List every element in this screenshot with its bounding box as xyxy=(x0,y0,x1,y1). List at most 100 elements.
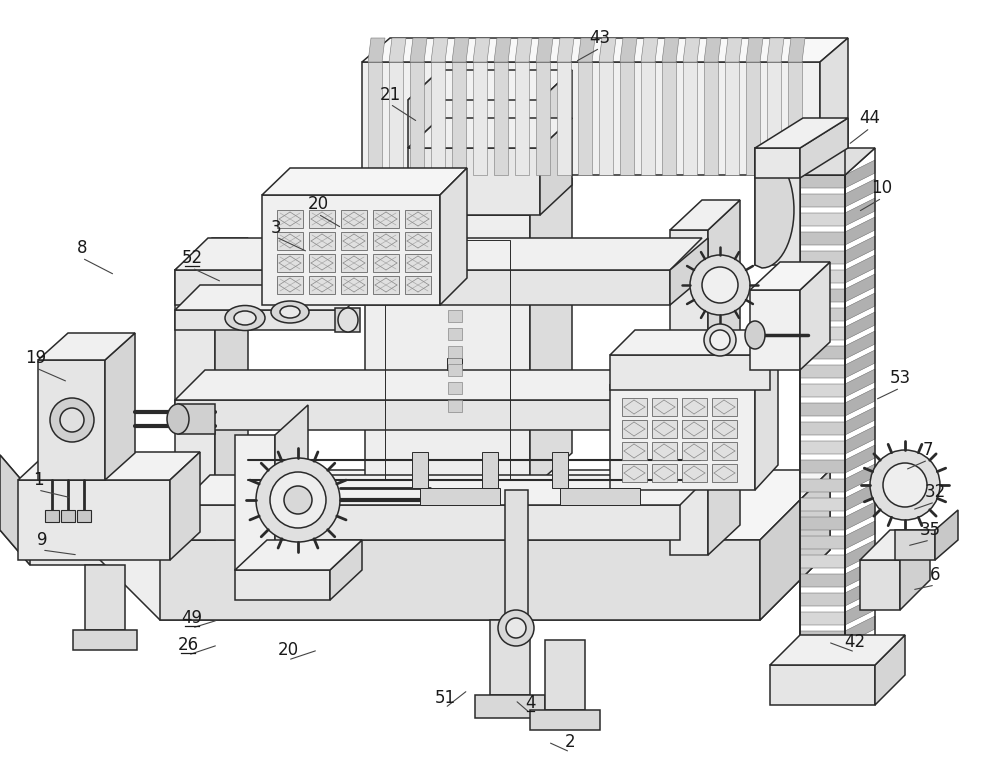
Polygon shape xyxy=(845,616,875,644)
Text: 32: 32 xyxy=(924,483,946,501)
Ellipse shape xyxy=(167,404,189,434)
Polygon shape xyxy=(875,635,905,705)
Polygon shape xyxy=(800,270,845,283)
Polygon shape xyxy=(473,38,490,62)
Polygon shape xyxy=(45,510,59,522)
Polygon shape xyxy=(800,555,845,568)
Polygon shape xyxy=(610,385,755,490)
Text: 9: 9 xyxy=(37,531,47,549)
Polygon shape xyxy=(788,38,805,62)
Text: 26: 26 xyxy=(177,636,199,654)
Polygon shape xyxy=(845,293,875,321)
Polygon shape xyxy=(845,331,875,359)
Polygon shape xyxy=(770,665,875,705)
Polygon shape xyxy=(800,251,845,264)
Polygon shape xyxy=(341,210,367,228)
Polygon shape xyxy=(505,490,528,620)
Polygon shape xyxy=(18,452,200,480)
Polygon shape xyxy=(800,346,845,359)
Circle shape xyxy=(883,463,927,507)
Polygon shape xyxy=(170,452,200,560)
Polygon shape xyxy=(845,217,875,245)
Polygon shape xyxy=(365,215,530,490)
Polygon shape xyxy=(860,560,900,610)
Polygon shape xyxy=(515,62,529,175)
Polygon shape xyxy=(800,213,845,226)
Polygon shape xyxy=(482,452,498,488)
Circle shape xyxy=(256,458,340,542)
Text: 8: 8 xyxy=(77,239,87,257)
Polygon shape xyxy=(599,38,616,62)
Polygon shape xyxy=(760,470,830,620)
Polygon shape xyxy=(405,210,431,228)
Polygon shape xyxy=(277,210,303,228)
Polygon shape xyxy=(448,346,462,358)
Polygon shape xyxy=(530,178,572,490)
Text: 4: 4 xyxy=(525,694,535,712)
Polygon shape xyxy=(800,498,845,511)
Polygon shape xyxy=(845,407,875,435)
Polygon shape xyxy=(935,510,958,560)
Polygon shape xyxy=(712,442,737,460)
Text: 20: 20 xyxy=(307,195,329,213)
Polygon shape xyxy=(610,330,795,355)
Polygon shape xyxy=(362,38,848,62)
Polygon shape xyxy=(412,452,428,488)
Polygon shape xyxy=(431,38,448,62)
Polygon shape xyxy=(530,710,600,730)
Ellipse shape xyxy=(338,308,358,332)
Polygon shape xyxy=(448,328,462,340)
Polygon shape xyxy=(373,210,399,228)
Polygon shape xyxy=(431,62,445,175)
Polygon shape xyxy=(552,452,568,488)
Polygon shape xyxy=(262,195,440,305)
Polygon shape xyxy=(895,530,935,560)
Polygon shape xyxy=(755,360,778,490)
Polygon shape xyxy=(800,365,845,378)
Polygon shape xyxy=(61,510,75,522)
Polygon shape xyxy=(800,289,845,302)
Polygon shape xyxy=(860,530,930,560)
Polygon shape xyxy=(408,70,440,148)
Polygon shape xyxy=(652,442,677,460)
Polygon shape xyxy=(599,62,613,175)
Text: 53: 53 xyxy=(889,369,911,387)
Polygon shape xyxy=(420,488,500,505)
Polygon shape xyxy=(800,574,845,587)
Polygon shape xyxy=(800,612,845,625)
Polygon shape xyxy=(708,200,740,555)
Polygon shape xyxy=(410,38,427,62)
Polygon shape xyxy=(309,254,335,272)
Polygon shape xyxy=(175,400,670,430)
Polygon shape xyxy=(275,405,308,570)
Polygon shape xyxy=(309,232,335,250)
Polygon shape xyxy=(373,276,399,294)
Text: 1: 1 xyxy=(33,471,43,489)
Circle shape xyxy=(870,450,940,520)
Text: 43: 43 xyxy=(589,29,611,47)
Polygon shape xyxy=(620,38,637,62)
Polygon shape xyxy=(770,635,905,665)
Polygon shape xyxy=(610,355,770,390)
Polygon shape xyxy=(800,148,875,175)
Polygon shape xyxy=(373,254,399,272)
Polygon shape xyxy=(845,464,875,492)
Circle shape xyxy=(710,330,730,350)
Polygon shape xyxy=(494,38,511,62)
Polygon shape xyxy=(800,308,845,321)
Polygon shape xyxy=(662,62,676,175)
Polygon shape xyxy=(712,398,737,416)
Polygon shape xyxy=(800,536,845,549)
Polygon shape xyxy=(800,593,845,606)
Polygon shape xyxy=(683,38,700,62)
Polygon shape xyxy=(845,521,875,549)
Polygon shape xyxy=(160,540,760,620)
Polygon shape xyxy=(845,274,875,302)
Polygon shape xyxy=(452,38,469,62)
Polygon shape xyxy=(77,510,91,522)
Polygon shape xyxy=(800,262,830,370)
Polygon shape xyxy=(900,530,930,610)
Polygon shape xyxy=(845,388,875,416)
Polygon shape xyxy=(560,488,640,505)
Polygon shape xyxy=(682,464,707,482)
